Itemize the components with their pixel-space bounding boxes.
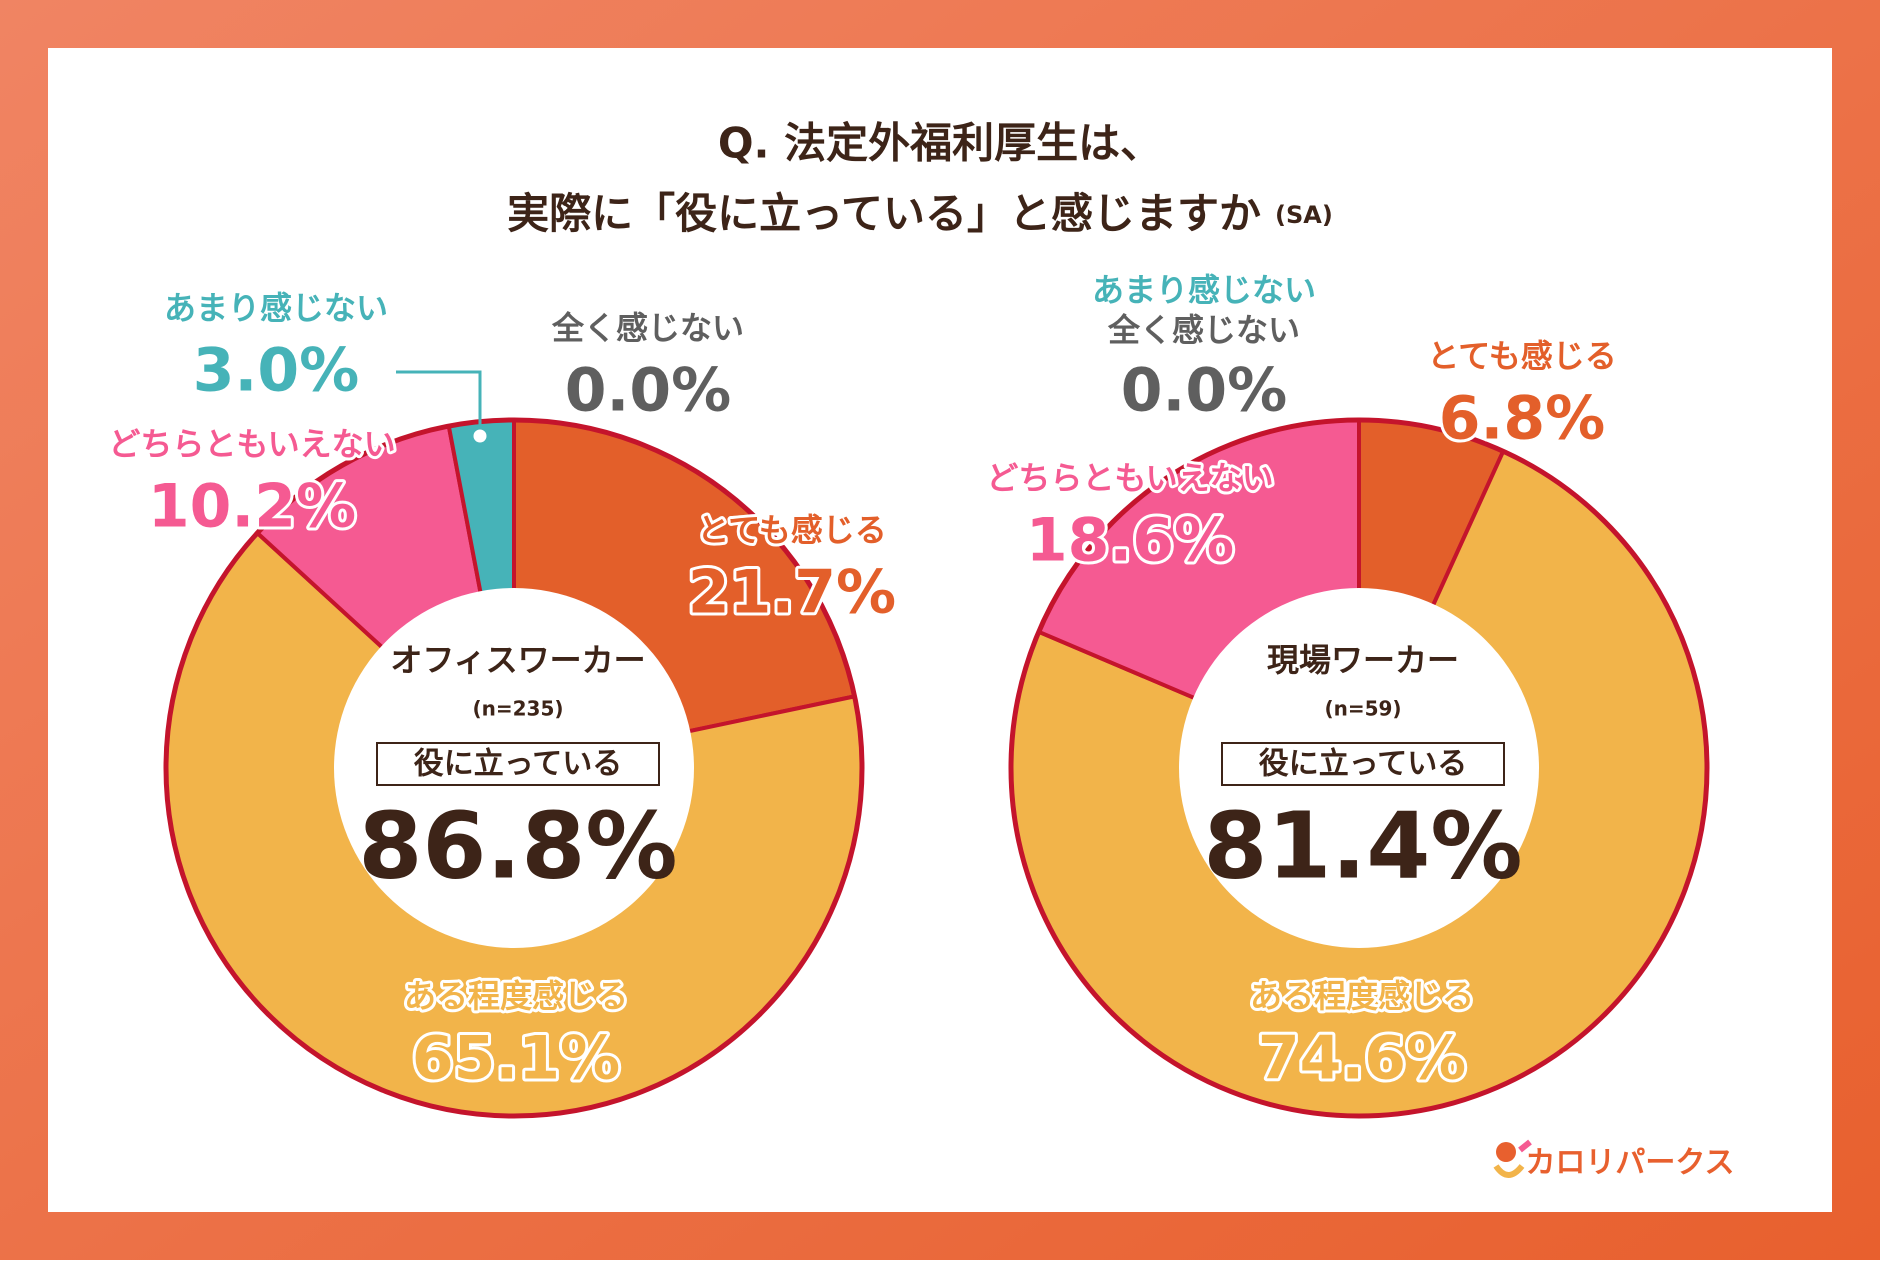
logo: カロリパークス (1493, 1139, 1735, 1181)
leader-line (396, 370, 482, 430)
n-label: (n=59) (1324, 697, 1401, 721)
title-note: (SA) (1275, 201, 1333, 229)
slice-name: 全く感じない (1107, 311, 1300, 349)
title-text: 実際に「役に立っている」と感じますか (507, 189, 1261, 238)
slice-name: とても感じる (1427, 337, 1616, 375)
slice-value: 65.1% (412, 1024, 620, 1094)
slice-name: どちらともいえない (986, 459, 1273, 497)
logo-icon (1496, 1142, 1516, 1162)
donut-outline (1008, 417, 1710, 1119)
slice-value: 0.0% (1121, 356, 1287, 426)
slice-name: あまり感じない (164, 289, 388, 327)
group-label: 現場ワーカー (1267, 641, 1459, 679)
logo-icon (1493, 1164, 1525, 1178)
slice-name: どちらともいえない (108, 425, 395, 463)
slice-value: 10.2% (148, 472, 356, 542)
slice-value: 0.0% (565, 356, 731, 426)
slice-name: ある程度感じる (1250, 977, 1474, 1015)
leader-dot (470, 426, 490, 446)
slice-value: 6.8% (1439, 384, 1605, 454)
title-line1: Q. 法定外福利厚生は、 (718, 119, 1162, 168)
slice-name: ある程度感じる (404, 977, 628, 1015)
slice-value: 3.0% (193, 336, 359, 406)
summary-box (376, 742, 660, 786)
slice-value: 74.6% (1258, 1024, 1466, 1094)
donut-outline (163, 417, 865, 1119)
summary-value: 86.8% (358, 792, 677, 899)
slice-name: あまり感じない (1092, 271, 1316, 309)
summary-label: 役に立っている (1259, 747, 1468, 782)
summary-value: 81.4% (1203, 792, 1522, 899)
slice-name: とても感じる (697, 511, 886, 549)
group-label: オフィスワーカー (390, 641, 645, 679)
title-line2: 実際に「役に立っている」と感じますか (SA) (507, 189, 1333, 238)
logo-icon (1518, 1139, 1532, 1153)
summary-box (1221, 742, 1505, 786)
slice-value: 21.7% (688, 558, 896, 628)
n-label: (n=235) (472, 697, 563, 721)
slice-name: 全く感じない (551, 309, 744, 347)
slice-value: 18.6% (1026, 506, 1234, 576)
summary-label: 役に立っている (414, 747, 623, 782)
logo-text: カロリパークス (1525, 1146, 1734, 1181)
